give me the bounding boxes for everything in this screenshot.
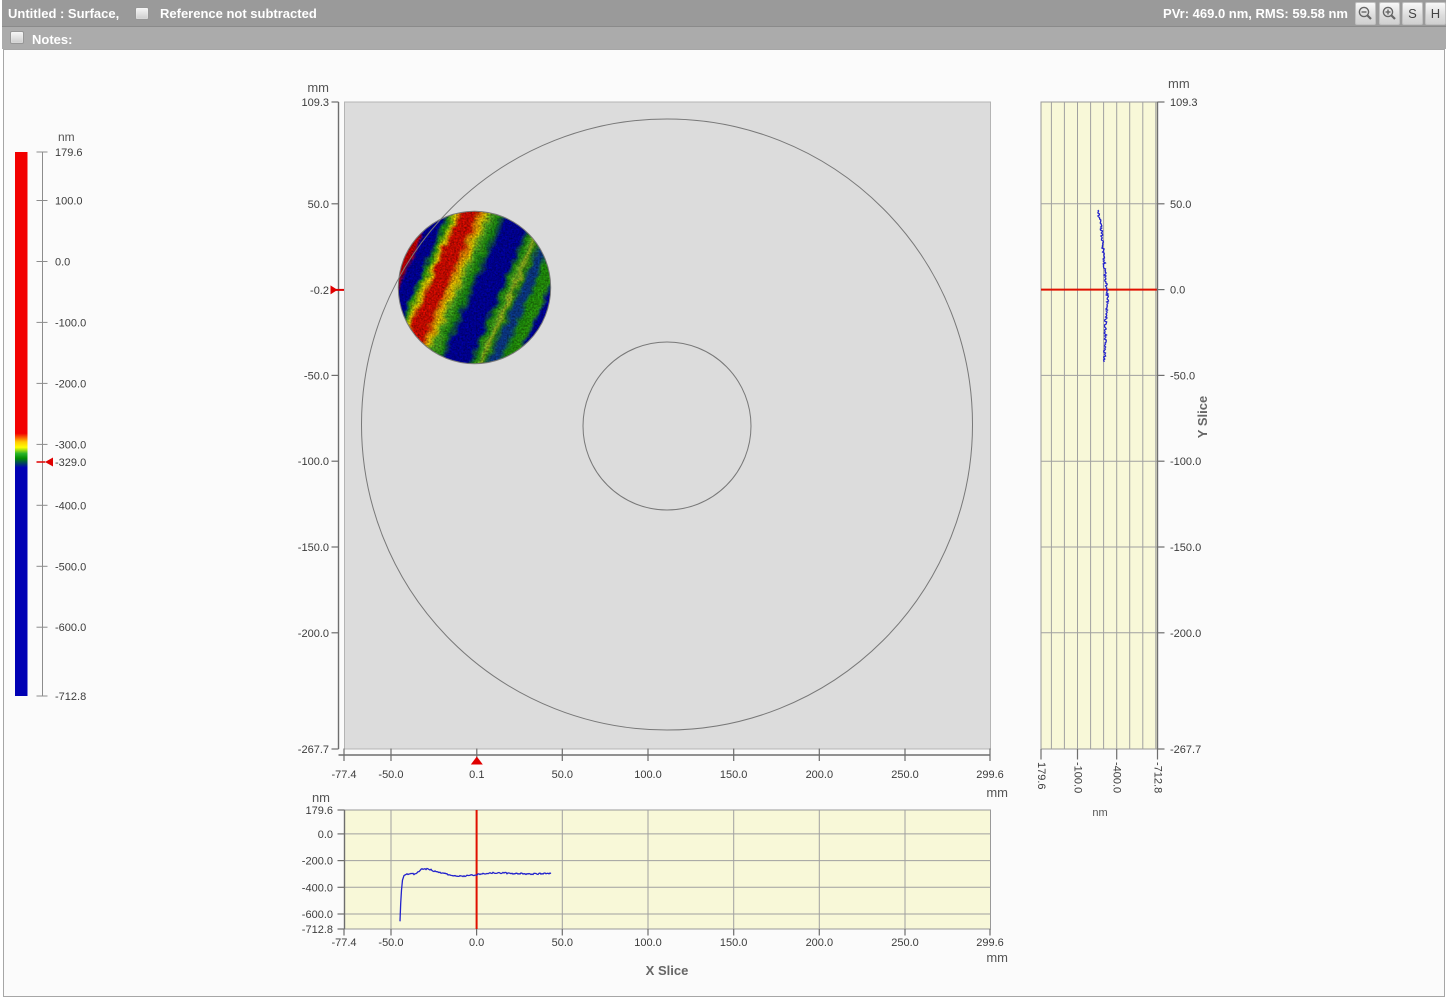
svg-text:100.0: 100.0 [634,769,662,781]
svg-text:-329.0: -329.0 [55,457,86,469]
svg-text:179.6: 179.6 [1035,762,1047,790]
svg-text:-200.0: -200.0 [298,628,329,640]
svg-text:-77.4: -77.4 [331,937,356,949]
svg-text:-50.0: -50.0 [304,370,329,382]
svg-text:-600.0: -600.0 [302,909,333,921]
svg-text:250.0: 250.0 [891,769,919,781]
svg-text:-150.0: -150.0 [298,542,329,554]
svg-text:-100.0: -100.0 [1170,456,1201,468]
svg-text:179.6: 179.6 [55,147,83,159]
svg-text:0.0: 0.0 [318,829,333,841]
svg-text:-100.0: -100.0 [1072,762,1084,793]
svg-text:-300.0: -300.0 [55,439,86,451]
svg-text:mm: mm [1168,76,1190,91]
svg-text:nm: nm [312,790,330,805]
svg-text:-150.0: -150.0 [1170,542,1201,554]
svg-text:-77.4: -77.4 [331,769,356,781]
svg-text:-600.0: -600.0 [55,622,86,634]
svg-text:-200.0: -200.0 [55,378,86,390]
svg-text:-100.0: -100.0 [55,317,86,329]
svg-text:-400.0: -400.0 [302,882,333,894]
svg-text:200.0: 200.0 [806,937,834,949]
svg-text:50.0: 50.0 [552,937,573,949]
svg-text:-200.0: -200.0 [1170,628,1201,640]
svg-text:-712.8: -712.8 [55,691,86,703]
svg-text:-500.0: -500.0 [55,561,86,573]
svg-text:109.3: 109.3 [1170,97,1198,109]
svg-text:mm: mm [986,785,1008,800]
svg-text:299.6: 299.6 [976,937,1004,949]
svg-text:0.0: 0.0 [55,256,70,268]
svg-text:100.0: 100.0 [55,196,83,208]
svg-text:-267.7: -267.7 [298,744,329,756]
svg-text:-712.8: -712.8 [1152,762,1164,793]
svg-text:299.6: 299.6 [976,769,1004,781]
svg-text:200.0: 200.0 [806,769,834,781]
svg-text:0.0: 0.0 [469,937,484,949]
svg-text:-267.7: -267.7 [1170,744,1201,756]
svg-text:150.0: 150.0 [720,937,748,949]
svg-text:-100.0: -100.0 [298,456,329,468]
svg-text:179.6: 179.6 [305,805,333,817]
svg-text:50.0: 50.0 [1170,199,1191,211]
svg-text:Y Slice: Y Slice [1195,396,1210,438]
svg-text:-50.0: -50.0 [378,769,403,781]
svg-text:-200.0: -200.0 [302,856,333,868]
svg-text:nm: nm [58,130,75,144]
svg-text:109.3: 109.3 [301,97,329,109]
svg-text:-50.0: -50.0 [1170,370,1195,382]
svg-text:nm: nm [1092,807,1107,819]
svg-text:100.0: 100.0 [634,937,662,949]
svg-text:0.0: 0.0 [1170,285,1185,297]
svg-text:-712.8: -712.8 [302,924,333,936]
svg-text:mm: mm [986,950,1008,965]
svg-text:X Slice: X Slice [646,963,689,978]
svg-text:50.0: 50.0 [308,199,329,211]
svg-text:150.0: 150.0 [720,769,748,781]
svg-text:-0.2: -0.2 [310,285,329,297]
svg-text:0.1: 0.1 [469,769,484,781]
svg-text:50.0: 50.0 [552,769,573,781]
svg-text:-50.0: -50.0 [378,937,403,949]
svg-text:mm: mm [307,80,329,95]
svg-text:250.0: 250.0 [891,937,919,949]
svg-text:-400.0: -400.0 [55,500,86,512]
svg-text:-400.0: -400.0 [1111,762,1123,793]
